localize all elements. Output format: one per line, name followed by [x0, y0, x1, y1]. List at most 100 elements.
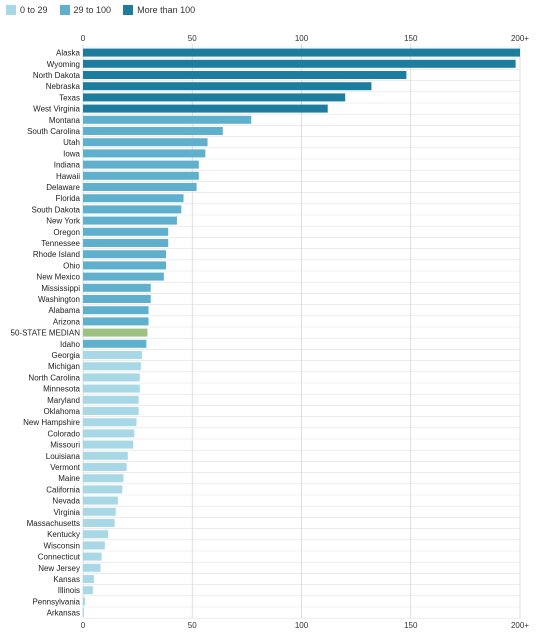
category-label: Michigan: [48, 362, 80, 371]
bar: [83, 373, 140, 382]
category-label: Wisconsin: [44, 541, 80, 550]
x-tick-label: 150: [404, 34, 418, 43]
bar: [83, 272, 164, 281]
bar: [83, 194, 184, 203]
category-label: New Jersey: [38, 564, 80, 573]
category-label: Mississippi: [41, 284, 80, 293]
x-tick-label-bottom: 150: [404, 621, 418, 630]
category-label: Pennsylvania: [32, 597, 80, 606]
category-label: Indiana: [54, 161, 81, 170]
category-label: Utah: [63, 138, 80, 147]
category-label: Alaska: [56, 49, 81, 58]
category-label: Rhode Island: [33, 250, 80, 259]
bar: [83, 507, 116, 516]
category-label: Montana: [49, 116, 81, 125]
category-label: Idaho: [60, 340, 81, 349]
bar: [83, 171, 199, 180]
bar: [83, 339, 147, 348]
bar: [83, 586, 93, 595]
bar: [83, 362, 141, 371]
bar: [83, 317, 149, 326]
bar: [83, 239, 169, 247]
category-label: Maryland: [47, 396, 80, 405]
bar: [83, 451, 128, 460]
category-label: Connecticut: [38, 553, 81, 562]
category-label: Maine: [58, 474, 80, 483]
category-label: Ohio: [63, 261, 80, 270]
category-label: Tennessee: [41, 239, 80, 248]
category-label: Wyoming: [47, 60, 80, 69]
category-label: Arizona: [53, 317, 81, 326]
category-label: Iowa: [63, 149, 80, 158]
category-label: Alabama: [48, 306, 80, 315]
bar: [83, 474, 124, 483]
legend-label-high: More than 100: [137, 5, 196, 15]
bar: [83, 127, 223, 135]
bar: [83, 104, 328, 113]
category-label: California: [46, 485, 80, 494]
category-label: South Carolina: [27, 127, 80, 136]
category-label: New Hampshire: [23, 418, 80, 427]
category-label: Texas: [59, 93, 80, 102]
bar: [83, 351, 142, 359]
bar: [83, 575, 94, 583]
x-tick-label: 100: [295, 34, 309, 43]
category-label: Washington: [38, 295, 80, 304]
legend-swatch-mid: [59, 5, 70, 15]
bar: [83, 59, 516, 68]
bar: [83, 93, 346, 102]
bar: [83, 183, 197, 191]
category-label: Nebraska: [46, 82, 81, 91]
x-tick-label-bottom: 200+: [511, 621, 529, 630]
bar: [83, 82, 372, 91]
category-label: Nevada: [52, 497, 80, 506]
bar: [83, 71, 407, 79]
bar: [83, 552, 102, 561]
category-label: Colorado: [48, 429, 81, 438]
category-label: Oregon: [53, 228, 80, 237]
bar: [83, 407, 139, 415]
bar: [83, 261, 167, 270]
bar: [83, 216, 177, 225]
bar: [83, 429, 135, 438]
category-label: Massachusetts: [27, 519, 80, 528]
category-label: Virginia: [53, 508, 80, 517]
category-label: North Carolina: [28, 373, 80, 382]
x-tick-label: 0: [81, 34, 86, 43]
bar: [83, 149, 206, 158]
legend: 0 to 29 29 to 100 More than 100: [6, 3, 207, 17]
bar: [83, 395, 139, 404]
category-label: Louisiana: [46, 452, 81, 461]
category-label: Kentucky: [47, 530, 80, 539]
bar: [83, 530, 109, 539]
category-label: New York: [46, 217, 81, 226]
legend-label-low: 0 to 29: [20, 5, 48, 15]
bar: [83, 496, 118, 505]
category-label: South Dakota: [32, 205, 81, 214]
category-label: Florida: [56, 194, 81, 203]
category-label: Missouri: [50, 441, 80, 450]
bar: [83, 563, 101, 572]
legend-item-more-than-100: More than 100: [123, 5, 195, 15]
bar: [83, 418, 137, 427]
bar: [83, 440, 134, 449]
bar: [83, 519, 115, 527]
bar: [83, 138, 208, 147]
legend-swatch-low: [6, 5, 16, 15]
bar: [83, 463, 127, 471]
category-label: Minnesota: [43, 385, 80, 394]
category-label: Vermont: [50, 463, 81, 472]
bar: [83, 48, 520, 57]
bar: [83, 306, 149, 315]
category-label: Illinois: [58, 586, 80, 595]
legend-item-0-to-29: 0 to 29: [6, 5, 48, 15]
bar: [83, 597, 86, 606]
bar: [83, 608, 85, 617]
bar: [83, 160, 199, 169]
category-label: 50-STATE MEDIAN: [11, 329, 81, 338]
category-label: Arkansas: [47, 609, 80, 618]
bar: [83, 250, 167, 259]
legend-swatch-high: [123, 5, 134, 15]
category-label: West Virginia: [33, 105, 80, 114]
